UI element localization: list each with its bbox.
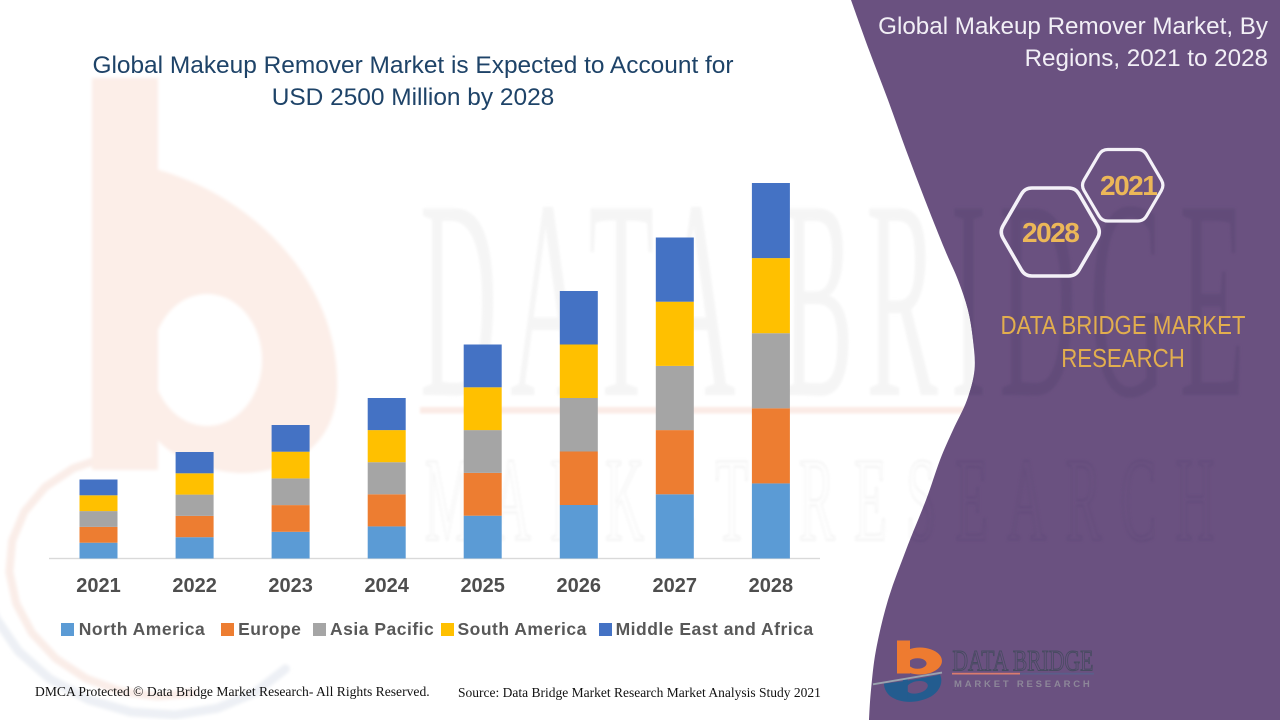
svg-text:MARKET RESEARCH: MARKET RESEARCH — [954, 679, 1093, 690]
svg-text:DATA BRIDGE: DATA BRIDGE — [952, 645, 1093, 678]
